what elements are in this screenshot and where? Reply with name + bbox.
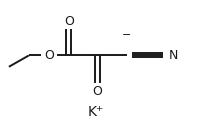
Text: O: O xyxy=(44,49,54,62)
Text: O: O xyxy=(93,85,103,99)
Text: O: O xyxy=(64,15,74,28)
Text: −: − xyxy=(122,30,131,40)
Text: N: N xyxy=(168,49,178,62)
Text: K⁺: K⁺ xyxy=(87,105,104,119)
